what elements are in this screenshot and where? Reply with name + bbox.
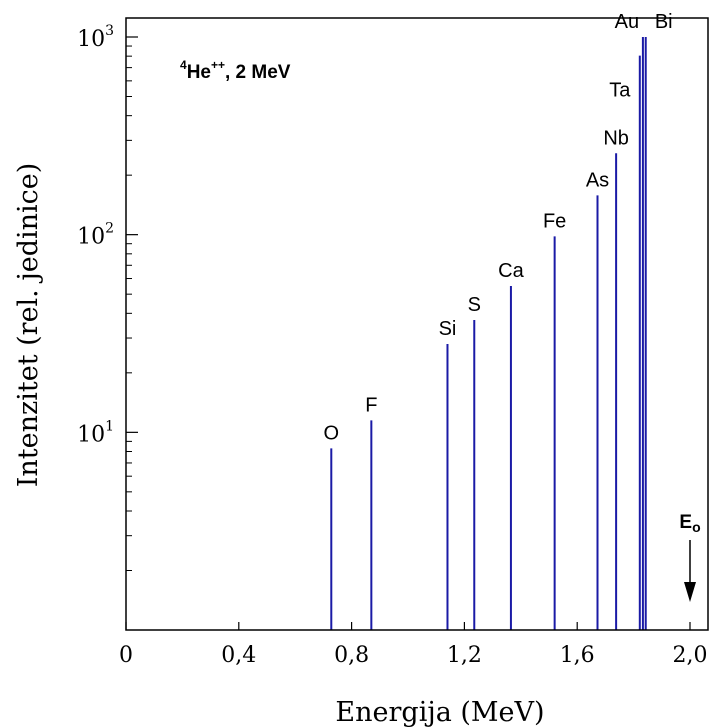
y-tick-label: 103 (77, 23, 114, 52)
bar-label-as: As (586, 169, 609, 191)
ion-symbol: He (187, 62, 211, 83)
incident-energy-marker: Eo (679, 512, 701, 602)
y-tick-exponent: 2 (105, 221, 114, 237)
bars-group (330, 37, 647, 630)
bar-label-si: Si (439, 318, 457, 340)
bar-label-bi: Bi (655, 11, 673, 33)
element-labels-group: O F Si S Ca Fe As Nb Ta Au Bi (324, 11, 673, 444)
x-tick-label: 0,4 (221, 643, 256, 668)
x-axis-ticks: 0 0,4 0,8 1,2 1,6 2,0 (119, 622, 708, 668)
incident-energy-symbol: E (679, 512, 692, 533)
bar-label-nb: Nb (603, 127, 629, 149)
y-tick-exponent: 3 (105, 23, 114, 39)
x-tick-label: 1,6 (560, 643, 595, 668)
x-tick-label: 0,8 (334, 643, 369, 668)
incident-energy-subscript: o (692, 519, 701, 535)
bar-label-ca: Ca (498, 260, 524, 282)
bar-label-fe: Fe (543, 210, 566, 232)
plot-frame (125, 17, 709, 631)
bar-label-ta: Ta (609, 80, 631, 102)
x-tick-label: 0 (119, 643, 133, 668)
ion-energy: , 2 MeV (225, 62, 291, 83)
y-axis-label: Intenzitet (rel. jedinice) (13, 163, 44, 488)
x-axis-label: Energija (MeV) (335, 697, 544, 727)
ion-mass-number: 4 (180, 58, 187, 72)
bar-label-o: O (324, 422, 340, 444)
y-tick-base: 10 (77, 225, 105, 250)
y-tick-base: 10 (77, 422, 105, 447)
y-tick-base: 10 (77, 27, 105, 52)
x-tick-label: 2,0 (673, 643, 708, 668)
y-tick-label: 101 (77, 418, 114, 447)
arrow-head-icon (684, 582, 696, 602)
ion-beam-annotation: 4He++, 2 MeV (180, 58, 291, 83)
bar-label-f: F (365, 394, 377, 416)
y-tick-exponent: 1 (105, 418, 114, 434)
x-tick-label: 1,2 (447, 643, 482, 668)
y-tick-label: 102 (77, 221, 114, 250)
incident-energy-label: Eo (679, 512, 700, 535)
ion-charge: ++ (211, 58, 225, 72)
bar-label-s: S (468, 294, 481, 316)
bar-label-au: Au (615, 11, 639, 33)
